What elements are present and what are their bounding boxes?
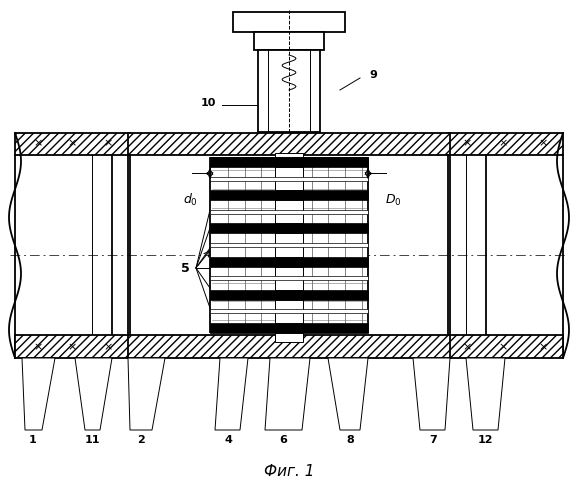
Text: 5: 5	[180, 262, 190, 274]
Text: 6: 6	[279, 435, 287, 445]
Bar	[210, 323, 368, 333]
Polygon shape	[128, 358, 165, 430]
Text: $D_0$: $D_0$	[385, 192, 401, 208]
Polygon shape	[265, 358, 310, 430]
Bar	[275, 224, 303, 234]
Text: ×: ×	[498, 138, 507, 148]
Bar	[210, 157, 368, 167]
Polygon shape	[75, 358, 112, 430]
Bar	[210, 158, 368, 332]
Bar	[210, 176, 368, 180]
Polygon shape	[215, 358, 248, 430]
Bar	[210, 190, 368, 200]
Text: 2: 2	[137, 435, 145, 445]
Polygon shape	[413, 358, 450, 430]
Bar	[210, 276, 368, 280]
Text: 11: 11	[84, 435, 100, 445]
Bar	[210, 290, 368, 300]
Bar	[210, 224, 368, 234]
Text: ×: ×	[538, 138, 548, 148]
Bar	[275, 153, 303, 342]
Bar	[275, 190, 303, 200]
Text: 10: 10	[201, 98, 216, 108]
Text: ×: ×	[67, 138, 77, 148]
Text: 9: 9	[369, 70, 377, 80]
Bar	[210, 256, 368, 266]
Polygon shape	[15, 133, 130, 155]
Polygon shape	[328, 358, 368, 430]
Text: ×: ×	[103, 342, 113, 352]
Bar	[275, 290, 303, 300]
Bar	[254, 32, 324, 50]
Text: ×: ×	[34, 138, 43, 148]
Bar	[210, 310, 368, 314]
Polygon shape	[128, 335, 450, 358]
Text: 1: 1	[29, 435, 37, 445]
Polygon shape	[448, 335, 563, 358]
Bar	[210, 210, 368, 214]
Polygon shape	[448, 133, 563, 155]
Bar	[233, 12, 345, 32]
Text: ×: ×	[498, 342, 507, 352]
Polygon shape	[22, 358, 55, 430]
Bar	[258, 50, 320, 132]
Polygon shape	[466, 358, 505, 430]
Text: ×: ×	[538, 342, 548, 352]
Text: ×: ×	[34, 342, 43, 352]
Text: 12: 12	[477, 435, 493, 445]
Text: $d_0$: $d_0$	[183, 192, 198, 208]
Text: 4: 4	[224, 435, 232, 445]
Bar	[210, 243, 368, 247]
Text: Фиг. 1: Фиг. 1	[264, 464, 314, 479]
Text: 7: 7	[429, 435, 437, 445]
Text: ×: ×	[103, 138, 113, 148]
Bar	[275, 323, 303, 333]
Polygon shape	[15, 335, 130, 358]
Text: ×: ×	[462, 138, 472, 148]
Bar	[275, 256, 303, 266]
Text: ×: ×	[462, 342, 472, 352]
Bar	[275, 157, 303, 167]
Polygon shape	[128, 133, 450, 155]
Text: 8: 8	[346, 435, 354, 445]
Text: ×: ×	[67, 342, 77, 352]
